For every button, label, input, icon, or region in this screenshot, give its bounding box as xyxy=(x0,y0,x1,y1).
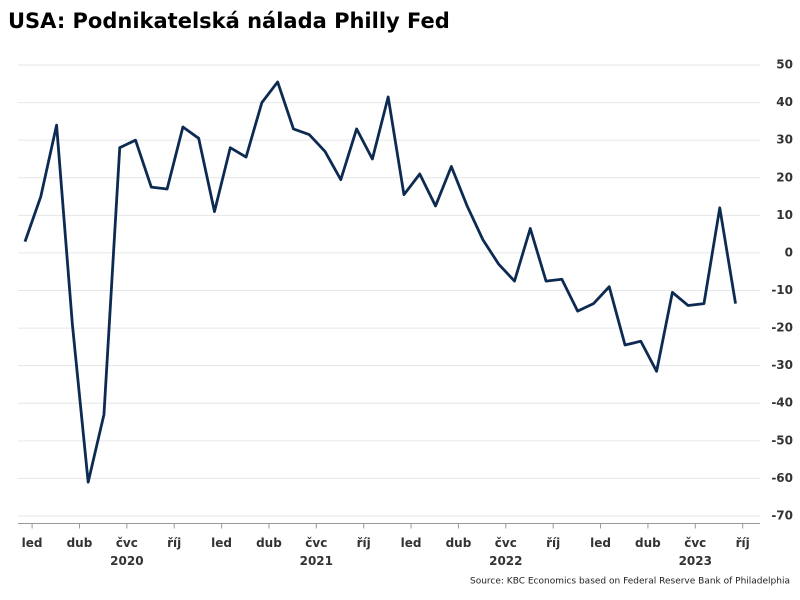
x-tick-label: led xyxy=(22,536,43,550)
x-tick-label: čvc xyxy=(495,536,517,550)
year-label: 2023 xyxy=(679,554,712,568)
x-tick-label: dub xyxy=(446,536,472,550)
chart-title: USA: Podnikatelská nálada Philly Fed xyxy=(8,9,450,33)
y-tick-label: 40 xyxy=(776,95,793,109)
x-tick-label: čvc xyxy=(305,536,327,550)
y-tick-label: -30 xyxy=(771,358,793,372)
x-tick-label: říj xyxy=(357,536,371,550)
y-tick-label: 50 xyxy=(776,58,793,72)
y-tick-label: -40 xyxy=(771,396,793,410)
line xyxy=(23,80,737,484)
y-tick-label: 0 xyxy=(785,245,793,259)
y-tick-label: -50 xyxy=(771,433,793,447)
y-tick-label: -10 xyxy=(771,283,793,297)
x-tick-label: říj xyxy=(546,536,560,550)
x-tick-label: čvc xyxy=(116,536,138,550)
year-label: 2020 xyxy=(110,554,143,568)
x-tick-label: led xyxy=(590,536,611,550)
y-tick-label: -20 xyxy=(771,321,793,335)
y-tick-label: -70 xyxy=(771,508,793,522)
x-tick-label: dub xyxy=(256,536,282,550)
year-label: 2022 xyxy=(489,554,522,568)
x-tick-label: dub xyxy=(635,536,661,550)
x-tick-label: dub xyxy=(67,536,93,550)
y-tick-label: 20 xyxy=(776,170,793,184)
y-tick-label: 30 xyxy=(776,133,793,147)
x-tick-label: čvc xyxy=(684,536,706,550)
year-label: 2021 xyxy=(300,554,333,568)
x-tick-label: říj xyxy=(167,536,181,550)
y-tick-label: 10 xyxy=(776,208,793,222)
y-tick-label: -60 xyxy=(771,471,793,485)
x-tick-label: říj xyxy=(736,536,750,550)
x-tick-label: led xyxy=(211,536,232,550)
x-tick-label: led xyxy=(401,536,422,550)
source: Source: KBC Economics based on Federal R… xyxy=(470,577,790,587)
